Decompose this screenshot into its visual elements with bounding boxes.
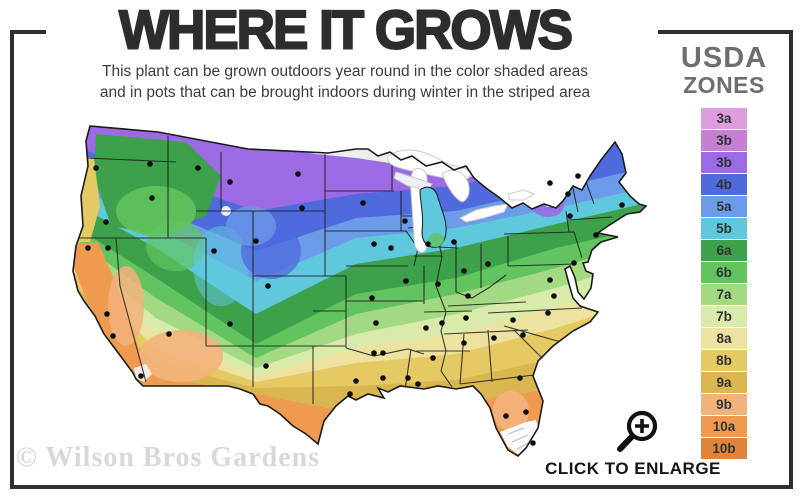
subtitle-line-1: This plant can be grown outdoors year ro… [102,63,588,80]
city-dot [211,248,217,254]
city-dot [520,332,526,338]
city-dot [360,200,366,206]
legend-swatch-9b: 9b [701,394,747,416]
city-dot [380,375,386,381]
city-dot [295,171,301,177]
frame-bottom-line [10,485,793,489]
legend-swatch-9a: 9a [701,372,747,394]
legend-swatch-4b: 4b [701,174,747,196]
city-dot [503,413,509,419]
legend-title-zones: ZONES [683,72,765,98]
city-dot [299,205,305,211]
legend-swatch-3b: 3b [701,152,747,174]
city-dot [110,333,116,339]
city-dot [373,320,379,326]
legend-swatch-10b: 10b [701,438,747,460]
city-dot [523,409,529,415]
city-dot [530,440,536,446]
legend-swatch-3a: 3a [701,108,747,130]
city-dot [369,295,375,301]
frame-right-line [789,30,793,489]
city-dot [593,232,599,238]
frame-top-right-arm [658,30,793,34]
legend-swatch-5a: 5a [701,196,747,218]
city-dot [439,320,445,326]
city-dot [371,350,377,356]
city-dot [430,355,436,361]
city-dot [402,218,408,224]
us-outline [72,125,648,458]
city-dot [435,281,441,287]
city-dot [465,293,471,299]
page-title: WHERE IT GROWS [118,0,574,62]
legend-swatch-8b: 8b [701,350,747,372]
city-dot [567,213,573,219]
city-dot [571,260,577,266]
magnifier-plus-icon[interactable] [614,406,664,465]
subtitle-line-2: and in pots that can be brought indoors … [99,83,591,101]
legend-swatch-10a: 10a [701,416,747,438]
city-dot [149,195,155,201]
frame-left-line [10,30,14,489]
city-dot [380,350,386,356]
city-dot [551,293,557,299]
us-map-svg [72,125,648,458]
city-dot [575,173,581,179]
city-dot [227,179,233,185]
city-dot [371,241,377,247]
legend-swatch-5b: 5b [701,218,747,240]
city-dot [405,375,411,381]
usda-zones-legend: USDA ZONES 3a 3b 3b 4b 5a 5b 6a 6b 7a 7b 8a 8b 9a 9b 1… [668,44,780,460]
city-dot [388,245,394,251]
city-dot [485,261,491,267]
legend-swatch-8a: 8a [701,328,747,350]
city-dot-layer [85,161,625,446]
city-dot [491,335,497,341]
city-dot [103,219,109,225]
city-dot [227,321,233,327]
usda-zone-map[interactable] [56,116,666,481]
city-dot [547,180,553,186]
city-dot [93,165,99,171]
city-dot [423,325,429,331]
city-dot [104,311,110,317]
city-dot [263,363,269,369]
watermark: © Wilson Bros Gardens [16,442,321,473]
city-dot [403,278,409,284]
frame-top-left-arm [10,30,46,34]
legend-swatch-6a: 6a [701,240,747,262]
city-dot [347,391,353,397]
city-dot [265,283,271,289]
city-dot [545,310,551,316]
subtitle: This plant can be grown outdoors year ro… [40,62,650,104]
legend-swatch-column: 3a 3b 3b 4b 5a 5b 6a 6b 7a 7b 8a 8b 9a 9b 10a 10b [668,108,780,460]
city-dot [353,378,359,384]
city-dot [510,317,516,323]
city-dot [147,161,153,167]
city-dot [451,239,457,245]
city-dot [547,277,553,283]
city-dot [166,331,172,337]
city-dot [253,238,259,244]
click-to-enlarge-label[interactable]: CLICK TO ENLARGE [545,459,721,478]
city-dot [415,381,421,387]
city-dot [195,165,201,171]
city-dot [565,191,571,197]
legend-swatch-6b: 6b [701,262,747,284]
city-dot [425,241,431,247]
legend-swatch-3b: 3b [701,130,747,152]
city-dot [461,340,467,346]
city-dot [463,315,469,321]
legend-swatch-7b: 7b [701,306,747,328]
city-dot [85,245,91,251]
legend-title-usda: USDA [680,42,768,74]
city-dot [517,375,523,381]
legend-swatch-7a: 7a [701,284,747,306]
city-dot [619,202,625,208]
city-dot [105,245,111,251]
city-dot [138,373,144,379]
city-dot [461,268,467,274]
